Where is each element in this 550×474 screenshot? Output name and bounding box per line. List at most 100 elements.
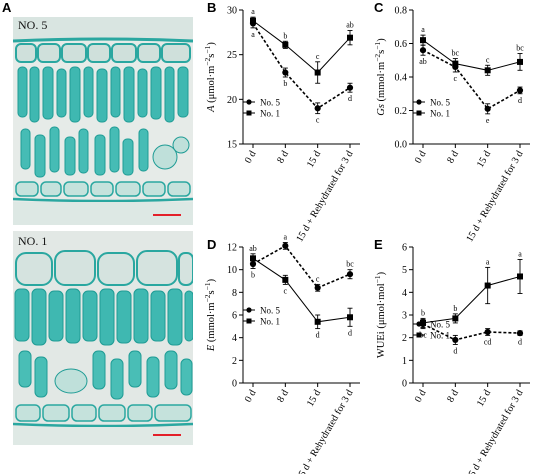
x-tick-label: 8 d <box>275 149 291 165</box>
y-tick-label: 0.8 <box>395 6 408 17</box>
x-tick-label: 15 d + Rehydrated for 3 d <box>464 388 525 474</box>
y-axis-label: WUEi (μmol·mol−1) <box>373 271 387 358</box>
micrograph-no5-label: NO. 5 <box>18 18 48 32</box>
chart-d-transpiration-rate: 0 2 4 6 8 10 12 0 d 8 d 15 d15 d + Rehydrated for… <box>203 232 360 474</box>
micrograph-no5 <box>13 17 193 225</box>
significance-letter: e <box>486 116 490 125</box>
significance-letter: c <box>454 74 458 83</box>
micrograph-no1 <box>13 231 193 445</box>
significance-letter: cd <box>484 337 492 346</box>
significance-letter: c <box>486 55 490 64</box>
data-point-square <box>282 276 289 283</box>
y-axis-label-part: (mmol·m <box>206 302 217 344</box>
x-tick-label: 15 d <box>305 149 323 170</box>
y-axis-label-part: (mmol·m <box>376 62 387 104</box>
significance-letter: bc <box>452 49 460 58</box>
series-line-no1 <box>422 39 521 71</box>
y-axis-label-part: −1 <box>203 45 212 53</box>
significance-letter: b <box>421 308 425 317</box>
chart-c-stomatal-conductance: 0.0 0.2 0.4 0.6 0.8 0 d 8 d 15 d15 d + Rehydrat… <box>373 6 530 244</box>
legend-label: No. 5 <box>430 98 450 108</box>
y-axis-label-part: −1 <box>203 282 212 290</box>
series-line-no1 <box>422 276 521 324</box>
series-line-no5 <box>422 49 521 110</box>
data-point-circle <box>516 87 524 94</box>
significance-letter: d <box>453 346 457 355</box>
y-axis-label-part: s <box>376 50 387 54</box>
y-axis-label-part: s <box>206 54 217 58</box>
legend-marker-square <box>416 332 422 338</box>
x-tick-label: 8 d <box>445 388 461 404</box>
y-tick-label: 30 <box>227 6 237 17</box>
y-axis-label-part: (μmol·m <box>206 66 217 106</box>
data-point-circle <box>314 284 321 291</box>
significance-letter: d <box>348 328 352 337</box>
y-axis-label-part: s <box>206 290 217 294</box>
y-axis-label-part: −1 <box>373 41 382 49</box>
y-axis-label: Gs (mmol·m−2s−1) <box>373 38 387 116</box>
data-point-square <box>484 67 491 74</box>
x-tick-label: 15 d <box>475 149 493 170</box>
y-axis-label-part: −1 <box>373 275 382 283</box>
x-tick-label: 8 d <box>275 388 291 404</box>
legend-marker-square <box>246 110 252 116</box>
y-axis-label-part: ) <box>206 278 217 282</box>
scale-bar-no5 <box>153 214 181 216</box>
data-point-circle <box>282 242 289 249</box>
panel-letter-d: D <box>207 237 217 252</box>
y-tick-label: 15 <box>227 140 237 151</box>
series-line-no5 <box>252 244 351 289</box>
legend-marker-square <box>416 110 422 116</box>
y-tick-label: 5 <box>402 265 407 276</box>
y-axis-label-part: ) <box>206 42 217 46</box>
x-tick-label: 15 d <box>475 388 493 409</box>
significance-letter: c <box>284 286 288 295</box>
micrograph-no1-drawing <box>13 231 193 445</box>
significance-letter: a <box>284 232 288 241</box>
significance-letter: b <box>283 79 287 88</box>
x-tick-label: 0 d <box>413 388 429 404</box>
data-point-square <box>420 37 426 44</box>
y-tick-label: 0 <box>402 379 407 390</box>
legend-marker-circle <box>246 99 252 105</box>
data-point-circle <box>282 69 289 76</box>
legend-label: No. 1 <box>430 331 450 341</box>
y-axis-label-part: −2 <box>373 54 382 62</box>
y-axis-label-part: −2 <box>203 57 212 65</box>
data-point-circle <box>314 105 321 112</box>
significance-letter: ab <box>346 21 354 30</box>
x-tick-label: 15 d + Rehydrated for 3 d <box>464 149 525 244</box>
legend-label: No. 1 <box>260 317 280 327</box>
chart-b-net-photosynthesis: 15 20 25 30 0 d 8 d 15 d15 d + Rehydrated for … <box>203 6 360 244</box>
significance-letter: d <box>518 96 522 105</box>
series-line-no5 <box>422 323 521 341</box>
y-tick-label: 0.0 <box>395 140 408 151</box>
legend-marker-circle <box>416 99 422 105</box>
data-point-circle <box>346 84 354 91</box>
y-tick-label: 2 <box>402 333 407 344</box>
y-tick-label: 0 <box>232 379 237 390</box>
micrograph-no1-label: NO. 1 <box>18 234 48 248</box>
panel-letter-a: A <box>2 0 12 15</box>
data-point-square <box>282 41 289 48</box>
y-axis-label: A (μmol·m−2s−1) <box>203 42 217 113</box>
y-tick-label: 3 <box>402 311 407 322</box>
significance-letter: a <box>486 257 490 266</box>
series-line-no1 <box>252 20 351 74</box>
y-tick-label: 1 <box>402 356 407 367</box>
x-tick-label: 15 d <box>305 388 323 409</box>
y-tick-label: 0.4 <box>395 73 408 84</box>
data-point-square <box>420 319 426 326</box>
y-axis-label-part: A <box>206 105 217 113</box>
significance-letter: a <box>518 249 522 258</box>
y-axis-label-part: −2 <box>203 294 212 302</box>
legend-marker-square <box>246 318 252 324</box>
legend-marker-circle <box>416 321 422 327</box>
panel-letter-b: B <box>207 0 217 15</box>
y-axis-label-part: ) <box>376 38 387 42</box>
significance-letter: c <box>316 52 320 61</box>
y-tick-label: 4 <box>402 288 407 299</box>
y-tick-label: 12 <box>227 243 237 254</box>
data-point-square <box>250 17 256 24</box>
